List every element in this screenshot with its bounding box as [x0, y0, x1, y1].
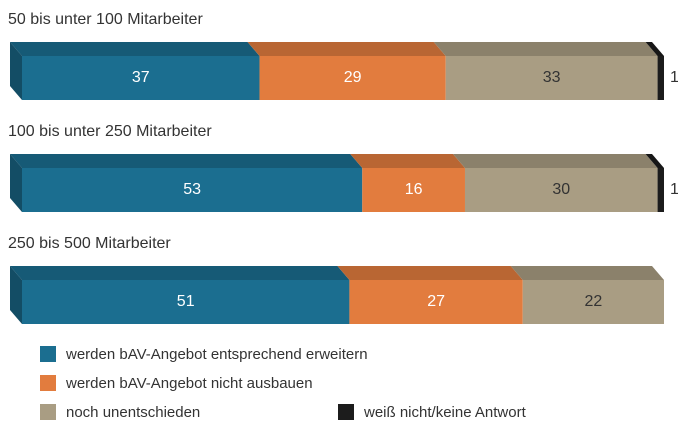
legend-swatch — [40, 375, 56, 391]
legend-label: noch unentschieden — [66, 404, 200, 421]
bar-front — [657, 168, 664, 212]
bar-segment — [247, 42, 446, 100]
value-label: 22 — [584, 293, 602, 310]
bar-top — [337, 266, 523, 280]
category-title: 50 bis unter 100 Mitarbeiter — [8, 11, 203, 28]
bar-front — [22, 168, 363, 212]
bar-side — [10, 266, 22, 324]
bar-top — [452, 154, 658, 168]
bar-top — [350, 154, 465, 168]
bar-front — [22, 280, 350, 324]
bar-front — [522, 280, 664, 324]
bar-top — [10, 266, 350, 280]
bar-top — [645, 42, 664, 56]
bar-segment — [10, 266, 350, 324]
bar-top — [433, 42, 658, 56]
bar-segment — [510, 266, 664, 324]
bar-front — [464, 168, 658, 212]
bar-front — [259, 56, 446, 100]
bar-segment — [645, 42, 664, 100]
bar-top — [10, 42, 260, 56]
bar-top — [10, 154, 363, 168]
value-label: 30 — [552, 181, 570, 198]
bar-front — [657, 56, 664, 100]
value-label: 1 — [670, 181, 678, 198]
bar-segment — [337, 266, 523, 324]
bar-segment — [452, 154, 658, 212]
bar-segment — [350, 154, 465, 212]
bar-segment — [10, 154, 363, 212]
bar-front — [349, 280, 523, 324]
value-label: 1 — [670, 69, 678, 86]
bar-segment — [645, 154, 664, 212]
bar-top — [645, 154, 664, 168]
bar-front — [445, 56, 658, 100]
legend-label: weiß nicht/keine Antwort — [363, 404, 527, 421]
bar-side — [10, 154, 22, 212]
category-title: 100 bis unter 250 Mitarbeiter — [8, 123, 212, 140]
bar-side — [10, 42, 22, 100]
value-label: 37 — [132, 69, 150, 86]
legend-swatch — [40, 404, 56, 420]
value-label: 33 — [543, 69, 561, 86]
legend-swatch — [40, 346, 56, 362]
bar-front — [362, 168, 465, 212]
bar-top — [510, 266, 664, 280]
value-label: 51 — [177, 293, 195, 310]
value-label: 53 — [183, 181, 201, 198]
bar-segment — [10, 42, 260, 100]
bar-segment — [433, 42, 658, 100]
bar-front — [22, 56, 260, 100]
legend-swatch — [338, 404, 354, 420]
category-title: 250 bis 500 Mitarbeiter — [8, 235, 171, 252]
bar-top — [247, 42, 446, 56]
value-label: 29 — [344, 69, 362, 86]
legend-label: werden bAV-Angebot nicht ausbauen — [65, 375, 313, 392]
value-label: 16 — [405, 181, 423, 198]
legend-label: werden bAV-Angebot entsprechend erweiter… — [65, 346, 368, 363]
value-label: 27 — [427, 293, 445, 310]
